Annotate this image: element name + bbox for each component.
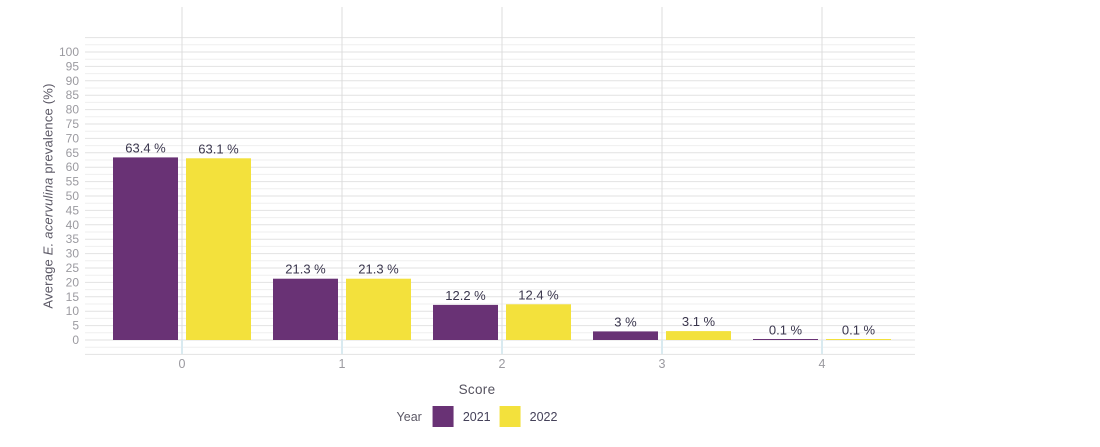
value-label-2021-score-4: 0.1 % <box>769 323 803 338</box>
bar-2021-score-0 <box>113 157 178 340</box>
y-tick-label-15: 15 <box>66 290 80 304</box>
value-label-2021-score-3: 3 % <box>614 314 637 329</box>
x-tick-label-3: 3 <box>659 357 666 371</box>
y-tick-label-10: 10 <box>66 304 80 318</box>
y-tick-label-50: 50 <box>66 189 80 203</box>
y-tick-label-20: 20 <box>66 275 80 289</box>
legend-label-2022: 2022 <box>529 409 558 424</box>
legend-item-2021: 2021 <box>432 406 491 427</box>
legend-item-2022: 2022 <box>499 406 558 427</box>
bar-2022-score-3 <box>666 331 731 340</box>
y-axis-title-suffix: prevalence (%) <box>40 83 56 178</box>
bar-2021-score-4 <box>753 339 818 340</box>
bar-2022-score-2 <box>506 304 571 340</box>
bar-2022-score-1 <box>346 278 411 340</box>
y-tick-label-45: 45 <box>66 203 80 217</box>
bar-2021-score-1 <box>273 278 338 340</box>
value-label-2022-score-4: 0.1 % <box>842 323 876 338</box>
y-tick-label-0: 0 <box>72 333 79 347</box>
y-tick-label-80: 80 <box>66 103 80 117</box>
bar-2021-score-3 <box>593 331 658 340</box>
chart-legend: Year 2021 2022 <box>396 406 558 427</box>
y-axis-title-prefix: Average <box>40 255 56 309</box>
x-tick-label-4: 4 <box>819 357 826 371</box>
value-label-2021-score-1: 21.3 % <box>285 262 326 277</box>
y-tick-label-30: 30 <box>66 247 80 261</box>
y-tick-label-95: 95 <box>66 59 80 73</box>
y-tick-label-85: 85 <box>66 88 80 102</box>
value-label-2022-score-0: 63.1 % <box>198 141 239 156</box>
bar-2022-score-4 <box>826 339 891 340</box>
legend-swatch-2022 <box>499 406 521 427</box>
value-label-2021-score-2: 12.2 % <box>445 288 486 303</box>
value-label-2022-score-2: 12.4 % <box>518 287 559 302</box>
y-tick-label-70: 70 <box>66 131 80 145</box>
x-axis-title: Score <box>458 382 496 397</box>
y-tick-label-55: 55 <box>66 175 80 189</box>
x-tick-label-1: 1 <box>339 357 346 371</box>
y-tick-label-40: 40 <box>66 218 80 232</box>
value-label-2021-score-0: 63.4 % <box>125 140 166 155</box>
y-tick-label-5: 5 <box>72 319 79 333</box>
x-tick-label-2: 2 <box>499 357 506 371</box>
y-tick-label-25: 25 <box>66 261 80 275</box>
value-label-2022-score-1: 21.3 % <box>358 262 399 277</box>
legend-title: Year <box>396 409 422 424</box>
bar-2022-score-0 <box>186 158 251 340</box>
bar-2021-score-2 <box>433 304 498 340</box>
y-tick-label-35: 35 <box>66 232 80 246</box>
y-axis-title-italic: E. acervulina <box>40 177 56 256</box>
x-tick-label-0: 0 <box>179 357 186 371</box>
y-tick-label-100: 100 <box>59 45 79 59</box>
y-axis-title: Average E. acervulina prevalence (%) <box>41 83 56 308</box>
y-tick-label-75: 75 <box>66 117 80 131</box>
y-tick-label-65: 65 <box>66 146 80 160</box>
legend-label-2021: 2021 <box>462 409 491 424</box>
y-tick-label-60: 60 <box>66 160 80 174</box>
value-label-2022-score-3: 3.1 % <box>682 314 716 329</box>
y-tick-label-90: 90 <box>66 74 80 88</box>
legend-swatch-2021 <box>432 406 454 427</box>
